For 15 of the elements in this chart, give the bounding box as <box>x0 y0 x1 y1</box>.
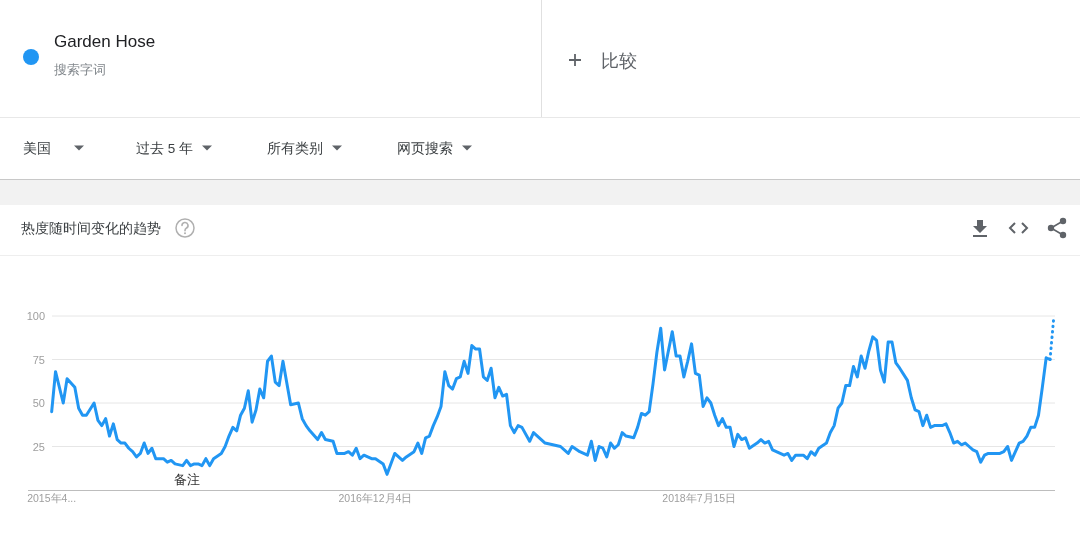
x-tick-label: 2016年12月4日 <box>338 492 413 504</box>
y-tick-label: 100 <box>26 310 45 322</box>
y-tick-label: 50 <box>32 397 45 409</box>
x-tick-label: 2015年4... <box>27 492 77 504</box>
text: 美国 <box>23 141 51 156</box>
chart-title: 热度随时间变化的趋势 <box>21 220 161 236</box>
text: 搜索字词 <box>54 62 106 77</box>
text: 过去 5 年 <box>136 141 194 156</box>
x-tick-label: 2018年7月15日 <box>662 492 737 504</box>
text: 比较 <box>601 51 637 71</box>
text: 网页搜索 <box>397 141 453 156</box>
text: 所有类别 <box>267 141 323 156</box>
y-tick-label: 75 <box>32 353 45 366</box>
y-tick-label: 25 <box>32 440 45 453</box>
annotation: 备注 <box>174 472 200 487</box>
